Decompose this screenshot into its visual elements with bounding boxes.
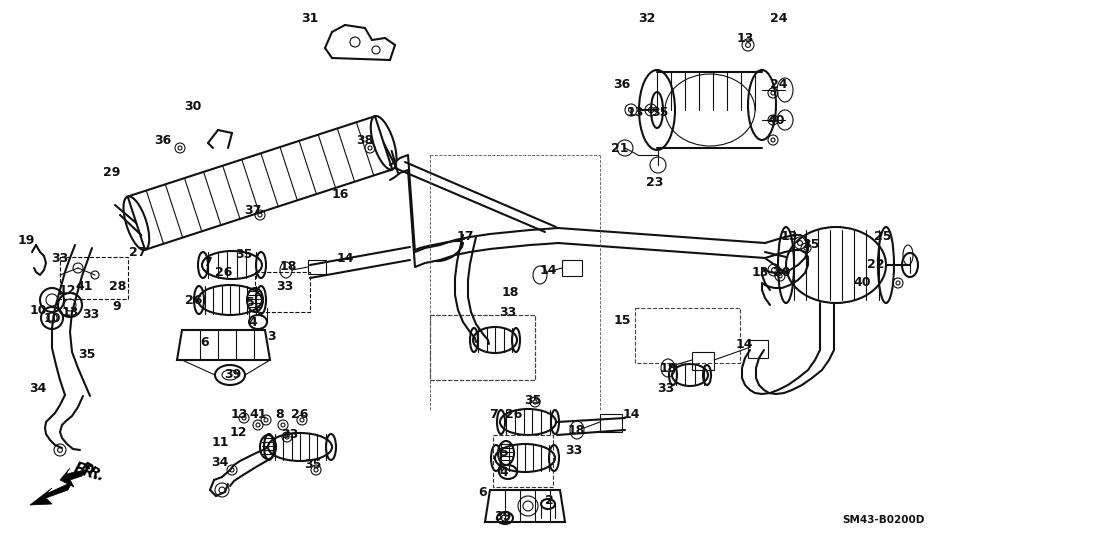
Text: 27: 27 bbox=[130, 246, 146, 258]
Text: 33: 33 bbox=[51, 252, 69, 264]
Text: 21: 21 bbox=[612, 142, 628, 154]
Text: 6: 6 bbox=[201, 336, 209, 348]
Text: 23: 23 bbox=[646, 176, 664, 190]
Text: 12: 12 bbox=[59, 284, 75, 296]
Text: 35: 35 bbox=[305, 458, 321, 472]
Text: 18: 18 bbox=[501, 286, 519, 300]
Text: 24: 24 bbox=[770, 12, 788, 24]
Bar bbox=[692, 352, 714, 370]
Text: 16: 16 bbox=[331, 189, 349, 201]
Text: 30: 30 bbox=[184, 101, 202, 113]
Bar bbox=[748, 340, 768, 358]
Text: 20: 20 bbox=[773, 265, 791, 279]
Text: 13: 13 bbox=[737, 32, 753, 44]
Text: FR.: FR. bbox=[72, 461, 102, 483]
Bar bbox=[601, 414, 622, 432]
Text: 17: 17 bbox=[456, 231, 474, 243]
Text: 13: 13 bbox=[626, 106, 644, 118]
Text: 34: 34 bbox=[212, 456, 228, 469]
Text: 26: 26 bbox=[185, 294, 203, 306]
Text: 13: 13 bbox=[751, 265, 769, 279]
Text: 35: 35 bbox=[802, 238, 820, 252]
Text: 14: 14 bbox=[336, 252, 353, 264]
Text: 5: 5 bbox=[500, 446, 509, 460]
Text: 40: 40 bbox=[767, 113, 784, 127]
Text: 13: 13 bbox=[230, 409, 248, 421]
Text: FR.: FR. bbox=[78, 460, 107, 484]
Text: 26: 26 bbox=[505, 409, 523, 421]
Text: 7: 7 bbox=[203, 255, 212, 269]
Text: 40: 40 bbox=[853, 276, 871, 290]
Text: 13: 13 bbox=[780, 231, 798, 243]
Text: 19: 19 bbox=[18, 233, 34, 247]
Text: 28: 28 bbox=[110, 280, 126, 294]
Text: 38: 38 bbox=[357, 133, 373, 147]
Bar bbox=[562, 260, 582, 276]
Text: 3: 3 bbox=[268, 331, 276, 343]
Text: 35: 35 bbox=[79, 348, 95, 362]
Text: 22: 22 bbox=[868, 258, 885, 272]
Bar bbox=[493, 435, 553, 487]
Text: 35: 35 bbox=[235, 248, 253, 260]
Text: 33: 33 bbox=[565, 444, 583, 456]
Text: 7: 7 bbox=[490, 409, 499, 421]
Text: 12: 12 bbox=[229, 425, 247, 439]
Polygon shape bbox=[30, 482, 72, 505]
Text: 6: 6 bbox=[479, 486, 488, 498]
Bar bbox=[255, 272, 310, 312]
Text: 33: 33 bbox=[276, 280, 294, 294]
Text: 35: 35 bbox=[524, 394, 542, 406]
Text: 18: 18 bbox=[279, 260, 297, 274]
Text: 4: 4 bbox=[248, 316, 257, 328]
Bar bbox=[430, 315, 535, 380]
Text: 10: 10 bbox=[29, 304, 47, 316]
Text: 14: 14 bbox=[540, 263, 556, 276]
Text: 18: 18 bbox=[659, 362, 677, 374]
Text: 33: 33 bbox=[657, 382, 675, 394]
Text: 33: 33 bbox=[281, 429, 299, 441]
Text: 34: 34 bbox=[29, 382, 47, 394]
Text: 10: 10 bbox=[43, 311, 61, 325]
Text: 4: 4 bbox=[500, 466, 509, 478]
Text: 18: 18 bbox=[567, 424, 585, 436]
Text: 35: 35 bbox=[652, 106, 669, 118]
Text: 14: 14 bbox=[736, 338, 752, 352]
Bar bbox=[430, 315, 535, 380]
Text: 9: 9 bbox=[113, 300, 121, 312]
Text: 14: 14 bbox=[623, 409, 639, 421]
Text: 26: 26 bbox=[215, 265, 233, 279]
Bar bbox=[60, 257, 129, 299]
Text: 29: 29 bbox=[103, 166, 121, 180]
Text: 37: 37 bbox=[244, 204, 261, 217]
Text: 5: 5 bbox=[246, 296, 255, 310]
Text: SM43-B0200D: SM43-B0200D bbox=[842, 515, 924, 525]
Text: 31: 31 bbox=[301, 12, 319, 24]
Text: 8: 8 bbox=[276, 409, 285, 421]
Text: 2: 2 bbox=[545, 493, 553, 507]
Text: 33: 33 bbox=[82, 307, 100, 321]
Text: 32: 32 bbox=[638, 12, 656, 24]
Text: 33: 33 bbox=[500, 306, 516, 320]
Text: 36: 36 bbox=[154, 133, 172, 147]
Text: 39: 39 bbox=[494, 510, 512, 524]
Text: 25: 25 bbox=[874, 231, 892, 243]
Text: 36: 36 bbox=[614, 79, 630, 91]
Text: 24: 24 bbox=[770, 79, 788, 91]
Text: 11: 11 bbox=[212, 436, 228, 450]
Text: 13: 13 bbox=[61, 305, 79, 319]
Text: 41: 41 bbox=[75, 279, 93, 293]
Text: 41: 41 bbox=[249, 409, 267, 421]
Text: 15: 15 bbox=[613, 314, 630, 326]
Text: 39: 39 bbox=[225, 368, 242, 382]
Bar bbox=[635, 308, 740, 363]
Bar bbox=[308, 260, 326, 274]
Polygon shape bbox=[60, 468, 85, 487]
Text: 26: 26 bbox=[291, 409, 309, 421]
